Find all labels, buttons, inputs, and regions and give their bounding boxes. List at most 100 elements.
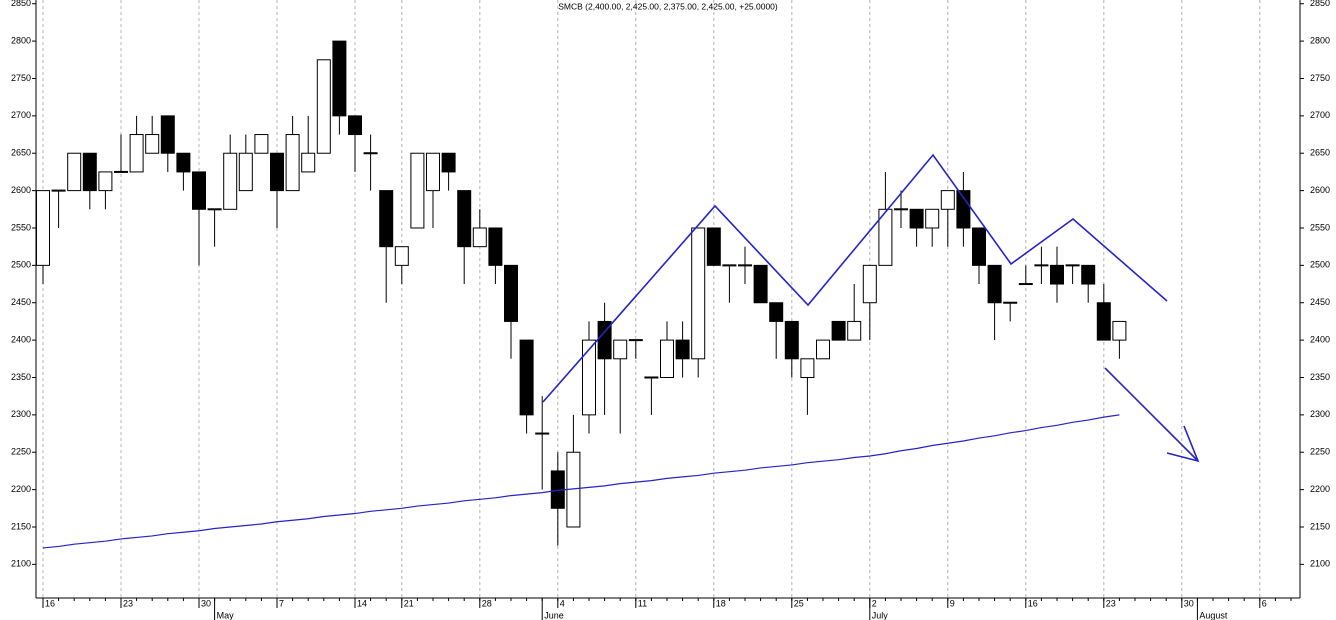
candle-body (504, 264, 518, 322)
candle-body (1003, 301, 1018, 304)
candle-body (457, 190, 472, 248)
x-tick-label: 23 (1106, 598, 1116, 608)
month-label: May (217, 610, 235, 620)
y-tick-label-right: 2250 (1310, 447, 1330, 457)
candle-body (363, 152, 378, 155)
candle-body (972, 227, 986, 266)
x-tick-label: 18 (716, 598, 726, 608)
candle-body (722, 264, 737, 267)
y-tick-label: 2250 (11, 447, 31, 457)
x-tick-label: 21 (404, 598, 414, 608)
y-tick-label-right: 2600 (1310, 185, 1330, 195)
candle-body (878, 208, 893, 266)
y-tick-label-right: 2150 (1310, 521, 1330, 531)
x-tick-label: 16 (45, 598, 55, 608)
candle-body (192, 171, 206, 210)
candle-body (1034, 264, 1049, 267)
y-tick-label: 2400 (11, 334, 31, 344)
y-tick-label-right: 2500 (1310, 260, 1330, 270)
candle-body (441, 152, 456, 173)
x-tick-label: 23 (123, 598, 133, 608)
y-tick-label: 2650 (11, 148, 31, 158)
candle-body (36, 190, 50, 266)
candle-body (160, 115, 175, 154)
candle-body (628, 339, 643, 342)
candle-body (691, 227, 706, 360)
candle-body (1081, 264, 1096, 285)
y-tick-label-right: 2550 (1310, 222, 1330, 232)
candle-body (1112, 320, 1127, 341)
x-tick-label: 6 (1262, 598, 1267, 608)
candle-body (394, 246, 409, 266)
candle-body (987, 264, 1002, 304)
candle-body (426, 152, 440, 192)
candle-body (582, 339, 596, 416)
y-tick-label-right: 2850 (1310, 0, 1330, 8)
candle-body (332, 40, 347, 117)
candle-body (769, 302, 784, 322)
y-tick-label: 2300 (11, 409, 31, 419)
y-tick-label: 2450 (11, 297, 31, 307)
candle-body (145, 134, 160, 154)
y-tick-label-right: 2100 (1310, 559, 1330, 569)
candle-body (51, 189, 66, 192)
y-tick-label: 2850 (11, 0, 31, 8)
candle-body (940, 190, 955, 210)
x-tick-label: 16 (1028, 598, 1038, 608)
x-tick-label: 2 (872, 598, 877, 608)
x-tick-label: 30 (1184, 598, 1194, 608)
candle-body (1050, 264, 1064, 285)
month-label: June (544, 610, 564, 620)
x-tick-label: 11 (638, 598, 647, 608)
y-tick-label-right: 2450 (1310, 297, 1330, 307)
candle-body (472, 227, 487, 248)
y-tick-label-right: 2200 (1310, 484, 1330, 494)
arrow-shaft (1104, 367, 1199, 462)
x-tick-label: 14 (357, 598, 367, 608)
y-tick-label: 2700 (11, 110, 31, 120)
candle-body (738, 264, 752, 267)
y-tick-label-right: 2750 (1310, 73, 1330, 83)
candle-body (660, 339, 674, 378)
marks (36, 40, 1127, 549)
x-tick-label: 28 (482, 598, 492, 608)
candle-body (956, 190, 971, 229)
candle-body (238, 152, 253, 192)
candle-body (114, 170, 128, 173)
y-tick-label: 2200 (11, 484, 31, 494)
candle-body (894, 208, 908, 211)
candle-body (270, 152, 284, 192)
y-tick-label: 2750 (11, 73, 31, 83)
candle-body (67, 152, 82, 192)
x-tick-label: 9 (950, 598, 955, 608)
candle-body (831, 320, 846, 341)
candle-body (176, 152, 191, 173)
y-tick-label-right: 2650 (1310, 148, 1330, 158)
y-tick-label: 2150 (11, 521, 31, 531)
y-tick-label-right: 2800 (1310, 35, 1330, 45)
chart-title: SMCB (2,400.00, 2,425.00, 2,375.00, 2,42… (558, 1, 778, 11)
arrow-head (1166, 425, 1200, 463)
candle-body (535, 432, 550, 435)
month-label: August (1199, 610, 1228, 620)
candle-body (488, 227, 503, 266)
candle-body (675, 339, 690, 360)
moving-average (42, 414, 1120, 549)
candle-body (800, 358, 815, 378)
y-tick-label: 2500 (11, 260, 31, 270)
candle-body (1018, 283, 1033, 286)
candle-body (285, 134, 300, 192)
y-tick-label: 2550 (11, 222, 31, 232)
month-label: July (872, 610, 889, 620)
candle-body (644, 376, 659, 379)
x-tick-label: 4 (560, 598, 565, 608)
x-tick-label: 30 (201, 598, 211, 608)
candle-body (207, 208, 222, 211)
candle-body (82, 152, 97, 192)
candle-body (613, 339, 628, 360)
candle-body (98, 171, 113, 192)
y-tick-label: 2350 (11, 372, 31, 382)
y-tick-label: 2100 (11, 559, 31, 569)
